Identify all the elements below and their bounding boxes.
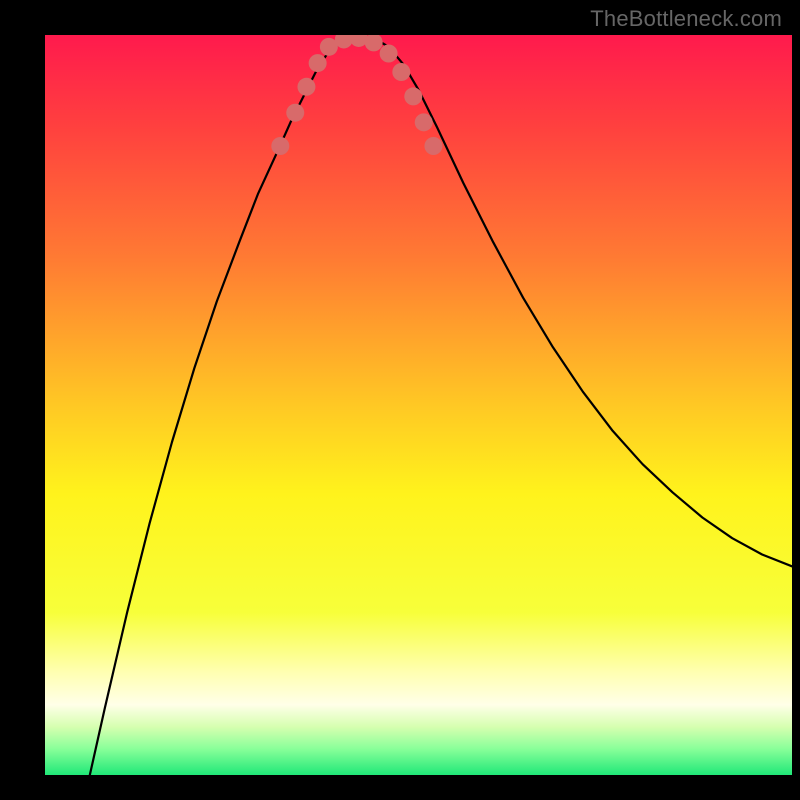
- plot-area: [45, 35, 792, 775]
- data-marker: [404, 87, 422, 105]
- gradient-background: [45, 35, 792, 775]
- data-marker: [297, 78, 315, 96]
- bottleneck-curve-chart: [45, 35, 792, 775]
- data-marker: [309, 54, 327, 72]
- data-marker: [424, 137, 442, 155]
- data-marker: [415, 113, 433, 131]
- data-marker: [392, 63, 410, 81]
- data-marker: [380, 45, 398, 63]
- watermark-text: TheBottleneck.com: [590, 6, 782, 32]
- data-marker: [286, 104, 304, 122]
- data-marker: [271, 137, 289, 155]
- stage: TheBottleneck.com: [0, 0, 800, 800]
